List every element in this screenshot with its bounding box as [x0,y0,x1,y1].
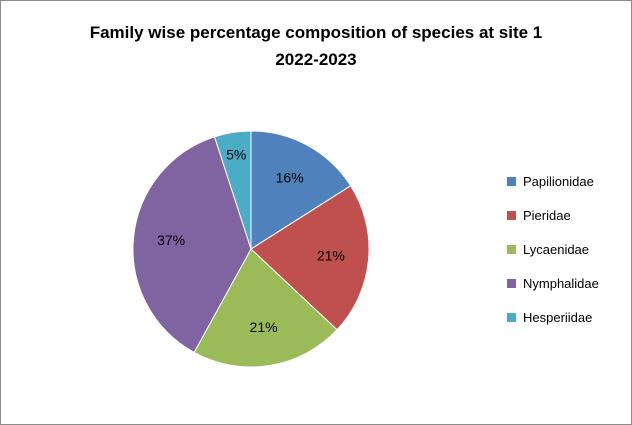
pie-slice-hesperiidae [213,130,252,250]
legend-label-papilionidae: Papilionidae [523,173,594,189]
legend-item-hesperiidae: Hesperiidae [507,307,599,327]
legend-swatch-nymphalidae [507,278,516,288]
data-label-pieridae: 21% [317,247,345,263]
legend-label-hesperiidae: Hesperiidae [523,309,593,325]
pie-slice-lycaenidae [193,248,338,368]
chart-title-line-1: Family wise percentage composition of sp… [89,23,543,42]
data-label-nymphalidae: 37% [157,232,185,248]
data-label-hesperiidae: 5% [226,146,246,162]
legend-item-lycaenidae: Lycaenidae [507,239,599,259]
legend-label-pieridae: Pieridae [523,207,571,223]
pie-slice-pieridae [250,185,370,331]
legend-swatch-hesperiidae [507,312,516,322]
data-label-papilionidae: 16% [276,169,304,185]
data-label-lycaenidae: 21% [250,319,278,335]
legend-swatch-papilionidae [507,176,516,186]
chart-legend: Papilionidae Pieridae Lycaenidae Nymphalida… [507,171,599,341]
legend-label-nymphalidae: Nymphalidae [523,275,599,291]
legend-swatch-lycaenidae [507,244,516,254]
legend-item-pieridae: Pieridae [507,205,599,225]
legend-item-papilionidae: Papilionidae [507,171,599,191]
chart-title: Family wise percentage composition of sp… [1,19,631,73]
legend-swatch-pieridae [507,210,516,220]
chart-title-line-2: 2022-2023 [275,50,357,69]
legend-item-nymphalidae: Nymphalidae [507,273,599,293]
legend-label-lycaenidae: Lycaenidae [523,241,590,257]
pie-slice-papilionidae [250,130,352,250]
pie-slice-nymphalidae [132,136,252,354]
